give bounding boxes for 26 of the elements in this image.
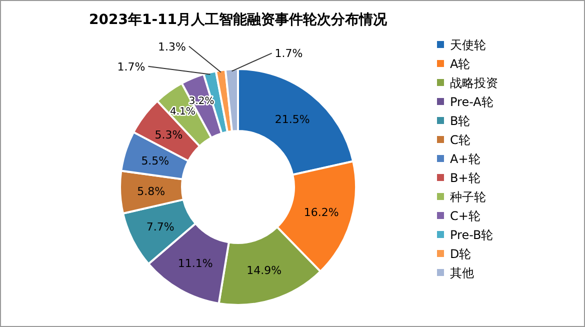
- legend-label: A轮: [450, 57, 470, 71]
- data-label: 16.2%: [304, 206, 339, 219]
- data-label: 1.3%: [158, 40, 186, 54]
- data-label: 1.7%: [274, 47, 303, 60]
- legend-label: 战略投资: [450, 76, 498, 90]
- data-label: 14.9%: [246, 264, 282, 277]
- legend-label: 其他: [450, 266, 474, 280]
- data-label: 7.7%: [146, 220, 174, 234]
- legend-label: 种子轮: [450, 190, 486, 204]
- legend-label: C+轮: [450, 209, 480, 223]
- legend-label: A+轮: [450, 152, 480, 166]
- legend-label: C轮: [450, 133, 470, 147]
- legend-label: 天使轮: [450, 38, 486, 52]
- data-label: 4.1%: [170, 106, 196, 118]
- data-label: 5.5%: [141, 154, 170, 168]
- data-label: 5.8%: [137, 184, 166, 198]
- legend-label: B+轮: [450, 171, 480, 185]
- data-label: 5.3%: [154, 128, 183, 142]
- data-label: 21.5%: [274, 113, 310, 126]
- legend-label: Pre-B轮: [450, 228, 494, 242]
- legend-label: B轮: [450, 114, 470, 128]
- data-label: 11.1%: [178, 256, 213, 270]
- chart-title: 2023年1-11月人工智能融资事件轮次分布情况: [89, 12, 388, 28]
- legend-label: D轮: [450, 247, 472, 261]
- data-label: 1.7%: [117, 60, 146, 74]
- legend-label: Pre-A轮: [450, 95, 494, 109]
